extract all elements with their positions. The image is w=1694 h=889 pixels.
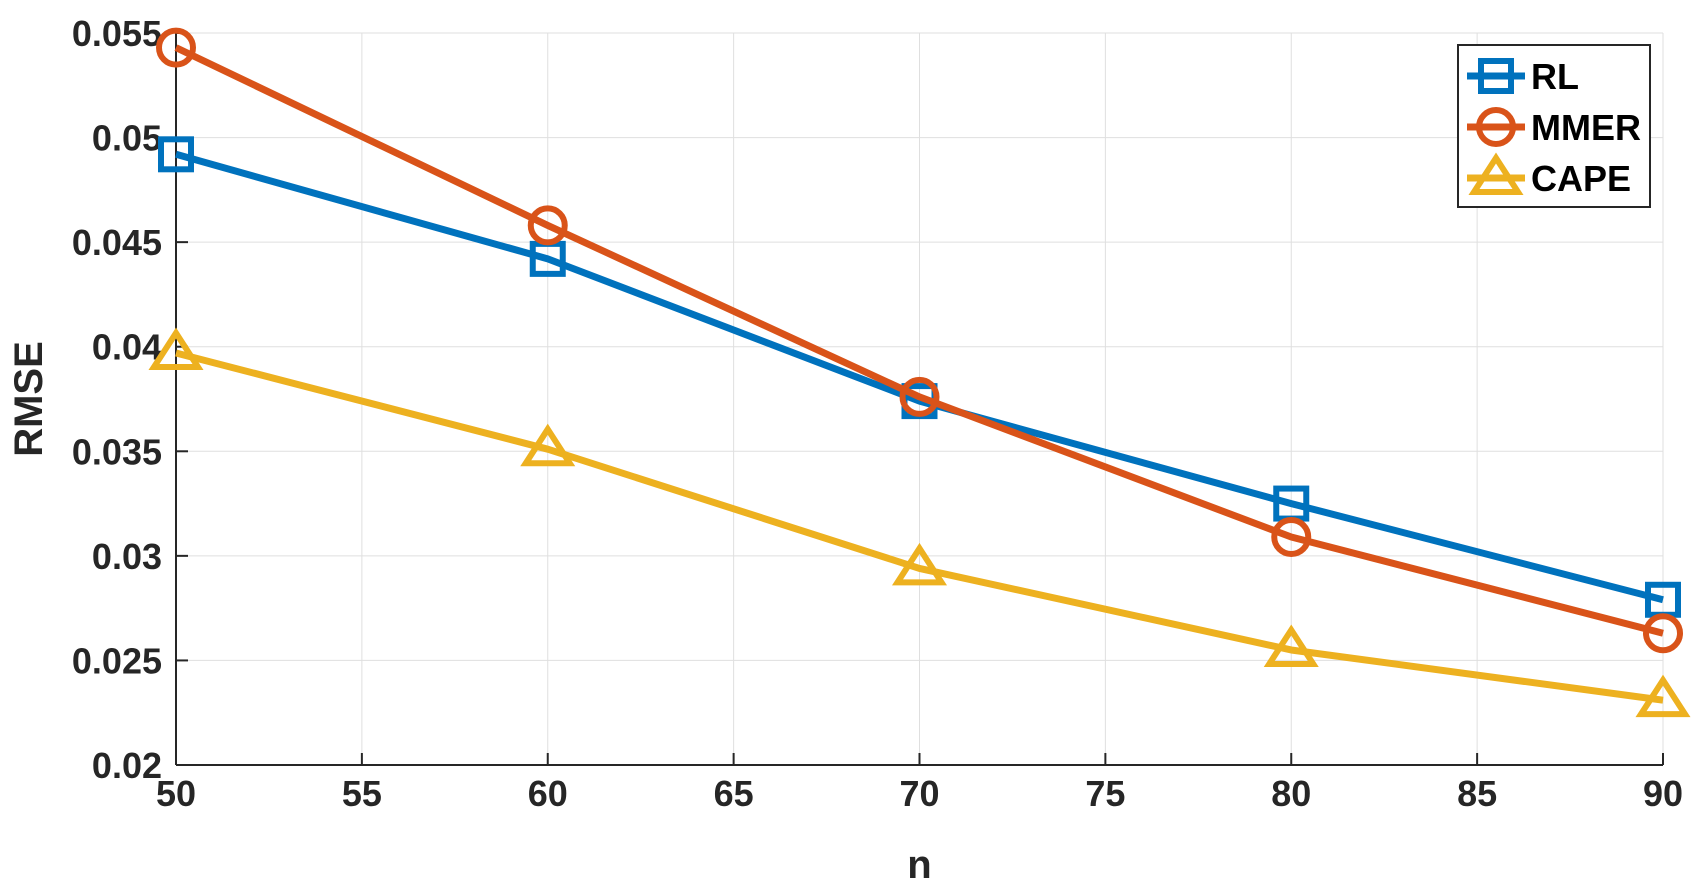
cape-point-60 <box>520 423 576 467</box>
mmer-point-90 <box>1643 613 1683 654</box>
y-tick-label: 0.045 <box>72 222 162 263</box>
mmer-point-50 <box>156 27 196 68</box>
x-tick-label: 55 <box>342 773 382 814</box>
y-tick-label: 0.04 <box>92 327 162 368</box>
legend-item-mmer: MMER <box>1467 107 1641 148</box>
cape-point-80 <box>1263 624 1319 667</box>
legend-marker-cape <box>1468 152 1524 195</box>
mmer-point-70 <box>899 376 940 417</box>
mmer-point-60 <box>527 205 568 246</box>
y-tick-label: 0.05 <box>92 118 162 159</box>
y-tick-label: 0.055 <box>72 13 162 54</box>
legend-marker-mmer <box>1476 107 1516 147</box>
y-tick-label: 0.025 <box>72 640 162 681</box>
legend-marker-rl <box>1478 58 1514 94</box>
x-tick-label: 85 <box>1457 773 1497 814</box>
legend-item-rl: RL <box>1467 56 1579 97</box>
cape-point-70 <box>891 542 948 586</box>
y-tick-label: 0.02 <box>92 745 162 786</box>
series-line-mmer <box>174 44 1664 637</box>
y-tick-label: 0.035 <box>72 431 162 472</box>
x-tick-label: 70 <box>899 773 939 814</box>
series-mmer <box>156 27 1683 654</box>
legend-label-rl: RL <box>1531 56 1579 97</box>
x-tick-label: 65 <box>714 773 754 814</box>
series-cape <box>148 327 1691 718</box>
series-line-rl <box>175 150 1664 604</box>
cape-point-90 <box>1635 674 1691 718</box>
series-group <box>148 27 1691 718</box>
series-line-cape <box>175 349 1664 704</box>
x-tick-label: 80 <box>1271 773 1311 814</box>
x-tick-label: 50 <box>156 773 196 814</box>
legend: RL MMER CAPE <box>1457 44 1651 208</box>
cape-point-50 <box>148 327 204 370</box>
legend-label-cape: CAPE <box>1531 158 1631 199</box>
axes: 50 55 60 65 70 75 80 85 90 0.02 0.025 0.03 0.035 0.04… <box>72 13 1683 814</box>
x-axis-label: n <box>907 843 931 887</box>
y-axis-label: RMSE <box>7 341 51 457</box>
legend-label-mmer: MMER <box>1531 107 1641 148</box>
mmer-point-80 <box>1271 517 1312 558</box>
y-tick-label: 0.03 <box>92 536 162 577</box>
x-tick-label: 60 <box>528 773 568 814</box>
x-tick-label: 90 <box>1643 773 1683 814</box>
rl-point-50 <box>158 136 194 173</box>
x-tick-label: 75 <box>1085 773 1125 814</box>
legend-item-cape: CAPE <box>1467 152 1631 199</box>
